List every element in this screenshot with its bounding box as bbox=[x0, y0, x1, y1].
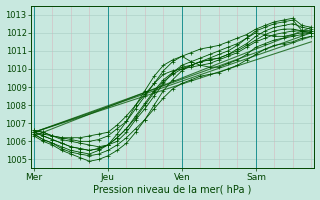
X-axis label: Pression niveau de la mer( hPa ): Pression niveau de la mer( hPa ) bbox=[93, 184, 252, 194]
